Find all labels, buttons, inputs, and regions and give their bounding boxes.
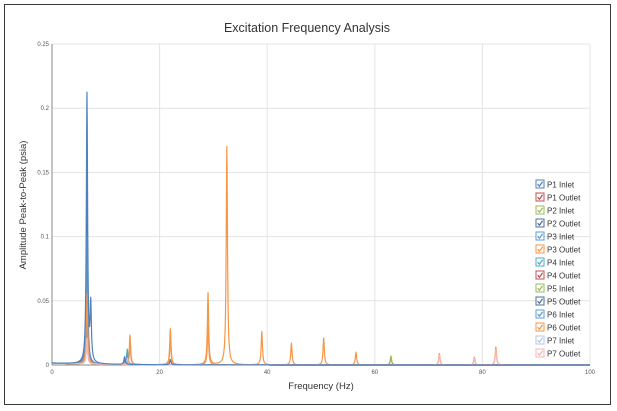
legend-checkbox[interactable] <box>535 192 545 202</box>
checkmark-icon <box>537 259 544 266</box>
legend-item-p6-outlet[interactable]: P6 Outlet <box>535 322 581 333</box>
x-tick-label: 60 <box>371 370 378 376</box>
legend-checkbox[interactable] <box>535 296 545 306</box>
legend-label: P5 Inlet <box>547 285 575 294</box>
legend-label: P7 Inlet <box>547 337 575 346</box>
plot-area <box>52 44 590 365</box>
legend-label: P6 Outlet <box>547 324 581 333</box>
checkmark-icon <box>537 233 544 240</box>
x-tick-label: 20 <box>156 370 163 376</box>
legend-item-p2-outlet[interactable]: P2 Outlet <box>535 218 581 229</box>
x-tick-label: 80 <box>479 370 486 376</box>
legend-checkbox[interactable] <box>535 335 545 345</box>
legend-item-p6-inlet[interactable]: P6 Inlet <box>535 309 575 320</box>
legend-item-p4-outlet[interactable]: P4 Outlet <box>535 270 581 281</box>
legend-checkbox[interactable] <box>535 218 545 228</box>
legend-label: P3 Outlet <box>547 246 581 255</box>
y-tick-label: 0.25 <box>37 42 49 48</box>
legend-checkbox[interactable] <box>535 270 545 280</box>
checkmark-icon <box>537 246 544 253</box>
checkmark-icon <box>537 220 544 227</box>
legend-item-p3-inlet[interactable]: P3 Inlet <box>535 231 575 242</box>
legend-label: P4 Outlet <box>547 272 581 281</box>
legend-label: P5 Outlet <box>547 298 581 307</box>
tick-labels: 0 20 40 60 80 100 0 0.05 0.1 0.15 0.2 0.25 <box>37 42 595 376</box>
checkmark-icon <box>537 298 544 305</box>
legend-item-p1-inlet[interactable]: P1 Inlet <box>535 179 575 190</box>
legend-item-p7-inlet[interactable]: P7 Inlet <box>535 335 575 346</box>
legend-item-p1-outlet[interactable]: P1 Outlet <box>535 192 581 203</box>
checkmark-icon <box>537 194 544 201</box>
series-p1-inlet <box>51 91 591 366</box>
legend-checkbox[interactable] <box>535 205 545 215</box>
y-tick-label: 0.05 <box>37 299 49 305</box>
checkmark-icon <box>537 324 544 331</box>
legend-checkbox[interactable] <box>535 257 545 267</box>
legend-label: P1 Inlet <box>547 181 575 190</box>
checkmark-icon <box>537 181 544 188</box>
legend-label: P4 Inlet <box>547 259 575 268</box>
y-tick-label: 0.1 <box>41 235 50 241</box>
legend-item-p5-inlet[interactable]: P5 Inlet <box>535 283 575 294</box>
legend-item-p4-inlet[interactable]: P4 Inlet <box>535 257 575 268</box>
checkmark-icon <box>537 311 544 318</box>
legend-item-p7-outlet[interactable]: P7 Outlet <box>535 348 581 359</box>
series-layer <box>51 91 591 366</box>
legend-label: P7 Outlet <box>547 350 581 359</box>
legend-item-p5-outlet[interactable]: P5 Outlet <box>535 296 581 307</box>
legend-item-p3-outlet[interactable]: P3 Outlet <box>535 244 581 255</box>
x-axis-label: Frequency (Hz) <box>288 381 353 392</box>
legend-label: P1 Outlet <box>547 194 581 203</box>
legend-label: P3 Inlet <box>547 233 575 242</box>
checkmark-icon <box>537 285 544 292</box>
legend-checkbox[interactable] <box>535 322 545 332</box>
y-tick-label: 0 <box>46 363 50 369</box>
legend-checkbox[interactable] <box>535 283 545 293</box>
legend-checkbox[interactable] <box>535 244 545 254</box>
legend-checkbox[interactable] <box>535 309 545 319</box>
legend-checkbox[interactable] <box>535 231 545 241</box>
legend-label: P2 Outlet <box>547 220 581 229</box>
x-tick-label: 0 <box>50 370 54 376</box>
legend-checkbox[interactable] <box>535 179 545 189</box>
checkmark-icon <box>537 272 544 279</box>
legend-label: P2 Inlet <box>547 207 575 216</box>
x-tick-label: 100 <box>585 370 596 376</box>
y-tick-label: 0.2 <box>41 106 50 112</box>
checkmark-icon <box>537 350 544 357</box>
checkmark-icon <box>537 207 544 214</box>
legend-checkbox[interactable] <box>535 348 545 358</box>
y-tick-label: 0.15 <box>37 170 49 176</box>
legend: P1 Inlet P1 Outlet P2 Inlet P2 Outlet P3 Inl… <box>535 179 581 359</box>
y-axis-label: Amplitude Peak-to-Peak (psia) <box>18 141 29 270</box>
legend-label: P6 Inlet <box>547 311 575 320</box>
checkmark-icon <box>537 337 544 344</box>
chart-title: Excitation Frequency Analysis <box>224 21 390 35</box>
legend-item-p2-inlet[interactable]: P2 Inlet <box>535 205 575 216</box>
x-tick-label: 40 <box>264 370 271 376</box>
